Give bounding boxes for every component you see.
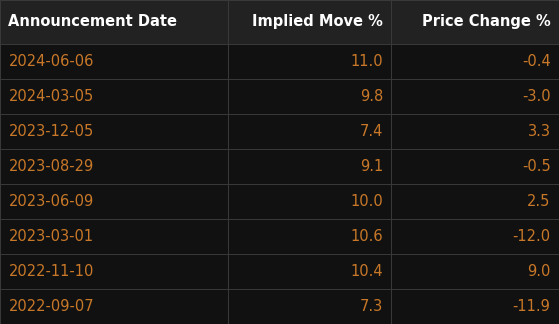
- Text: -0.5: -0.5: [522, 159, 551, 174]
- Text: Price Change %: Price Change %: [422, 14, 551, 29]
- Text: 7.3: 7.3: [359, 299, 383, 314]
- Text: 2022-09-07: 2022-09-07: [8, 299, 94, 314]
- Text: -11.9: -11.9: [513, 299, 551, 314]
- Text: 2024-06-06: 2024-06-06: [8, 54, 94, 69]
- Text: 2023-06-09: 2023-06-09: [8, 194, 94, 209]
- Text: -12.0: -12.0: [513, 229, 551, 244]
- Text: 2023-03-01: 2023-03-01: [8, 229, 93, 244]
- Text: 9.1: 9.1: [359, 159, 383, 174]
- Text: Announcement Date: Announcement Date: [8, 14, 177, 29]
- Bar: [0, 114, 559, 149]
- Text: 3.3: 3.3: [528, 124, 551, 139]
- Text: 10.6: 10.6: [350, 229, 383, 244]
- Text: 9.8: 9.8: [359, 89, 383, 104]
- Text: 10.4: 10.4: [350, 264, 383, 279]
- Text: 2023-12-05: 2023-12-05: [8, 124, 94, 139]
- Text: Implied Move %: Implied Move %: [252, 14, 383, 29]
- Text: 2022-11-10: 2022-11-10: [8, 264, 94, 279]
- Text: 9.0: 9.0: [527, 264, 551, 279]
- Text: 2023-08-29: 2023-08-29: [8, 159, 94, 174]
- Bar: [0, 254, 559, 289]
- Text: -0.4: -0.4: [522, 54, 551, 69]
- Bar: [0, 149, 559, 184]
- Text: 7.4: 7.4: [359, 124, 383, 139]
- Text: 2024-03-05: 2024-03-05: [8, 89, 94, 104]
- Text: 11.0: 11.0: [350, 54, 383, 69]
- Bar: [0, 79, 559, 114]
- Bar: [0, 0, 559, 44]
- Bar: [0, 44, 559, 79]
- Bar: [0, 289, 559, 324]
- Bar: [0, 184, 559, 219]
- Text: 2.5: 2.5: [527, 194, 551, 209]
- Bar: [0, 219, 559, 254]
- Text: -3.0: -3.0: [522, 89, 551, 104]
- Text: 10.0: 10.0: [350, 194, 383, 209]
